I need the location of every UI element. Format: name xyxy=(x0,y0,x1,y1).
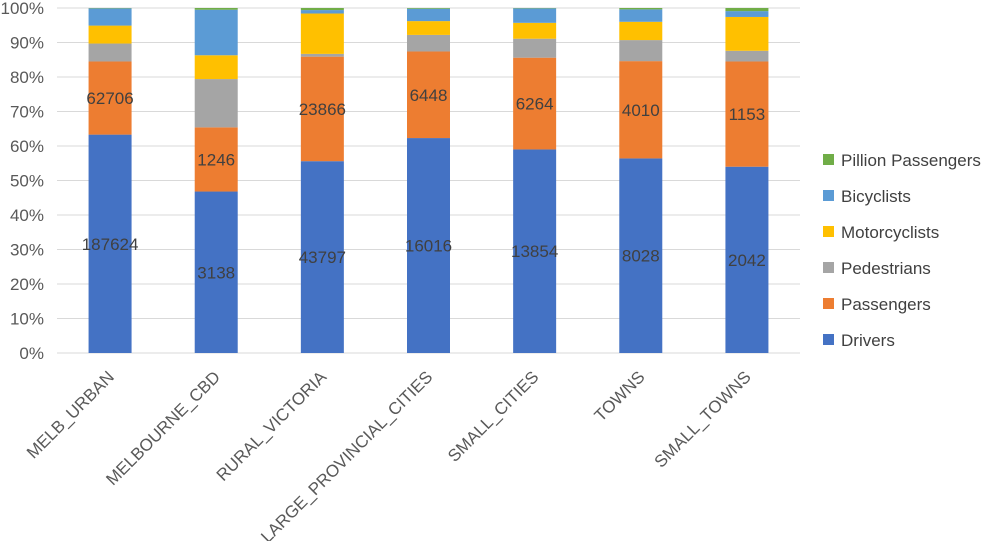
bar-pillion-passengers xyxy=(619,8,663,10)
bar-bicyclists xyxy=(619,9,663,22)
bar-passengers xyxy=(619,61,663,159)
legend-label: Pedestrians xyxy=(841,259,931,278)
bar-motorcyclists xyxy=(407,21,450,35)
data-label: 62706 xyxy=(86,89,133,108)
bar-motorcyclists xyxy=(300,13,344,54)
bar-pillion-passengers xyxy=(725,8,769,12)
bar-passengers xyxy=(513,57,557,150)
bar-motorcyclists xyxy=(619,21,663,41)
legend-item: Pedestrians xyxy=(823,259,931,278)
legend-item: Motorcyclists xyxy=(823,223,939,242)
bar-drivers xyxy=(300,161,344,353)
data-label: 6264 xyxy=(516,95,554,114)
data-label: 4010 xyxy=(622,101,660,120)
legend: Pillion Passengers Bicyclists Motorcyclist… xyxy=(823,151,981,350)
legend-item: Pillion Passengers xyxy=(823,151,981,170)
bar-bicyclists xyxy=(407,8,450,22)
bar-drivers xyxy=(513,149,557,353)
bar-drivers xyxy=(619,158,663,353)
legend-swatch xyxy=(823,226,834,237)
bar-passengers xyxy=(407,51,450,139)
legend-swatch xyxy=(823,154,834,165)
bar-pillion-passengers xyxy=(300,8,344,11)
bar-drivers xyxy=(407,138,450,353)
bar-drivers xyxy=(194,191,238,353)
legend-label: Drivers xyxy=(841,331,895,350)
bar-passengers xyxy=(725,61,769,167)
y-tick-label: 90% xyxy=(10,34,44,53)
bar-pillion-passengers xyxy=(407,8,450,9)
legend-swatch xyxy=(823,190,834,201)
bar-drivers xyxy=(725,166,769,353)
x-tick-label: RURAL_VICTORIA xyxy=(213,367,331,485)
y-axis: 0% 10% 20% 30% 40% 50% 60% 70% 80% 90% 100% xyxy=(1,0,44,363)
bar-pedestrians xyxy=(725,50,769,62)
x-tick-label: SMALL_CITIES xyxy=(444,367,542,465)
x-tick-label: TOWNS xyxy=(591,367,649,425)
legend-label: Passengers xyxy=(841,295,931,314)
data-label: 1153 xyxy=(729,105,766,124)
bar-passengers xyxy=(300,56,344,162)
legend-swatch xyxy=(823,334,834,345)
x-tick-label: MELB_URBAN xyxy=(23,367,118,462)
y-tick-label: 0% xyxy=(19,344,44,363)
bar-motorcyclists xyxy=(88,25,132,44)
bar-drivers xyxy=(88,134,132,353)
bar-pedestrians xyxy=(300,53,344,57)
y-tick-label: 20% xyxy=(10,275,44,294)
data-label: 2042 xyxy=(728,251,766,270)
y-tick-label: 30% xyxy=(10,241,44,260)
data-label: 16016 xyxy=(405,237,452,256)
bar-bicyclists xyxy=(88,8,132,26)
data-label: 6448 xyxy=(410,86,448,105)
data-label: 187624 xyxy=(82,235,139,254)
y-tick-label: 10% xyxy=(10,310,44,329)
legend-label: Pillion Passengers xyxy=(841,151,981,170)
legend-swatch xyxy=(823,262,834,273)
x-tick-label: LARGE_PROVINCIAL_CITIES xyxy=(257,367,436,541)
bar-pedestrians xyxy=(407,34,450,52)
y-tick-label: 80% xyxy=(10,68,44,87)
bar-bicyclists xyxy=(513,8,557,23)
data-label: 1246 xyxy=(197,150,235,169)
bar-bicyclists xyxy=(725,11,769,17)
y-tick-label: 100% xyxy=(1,0,44,18)
data-labels: 187624 62706 3138 1246 43797 23866 16016 6448 13… xyxy=(82,86,766,283)
data-label: 3138 xyxy=(197,263,235,282)
y-tick-label: 60% xyxy=(10,137,44,156)
bar-passengers xyxy=(88,61,132,135)
bar-pedestrians xyxy=(513,38,557,58)
bar-motorcyclists xyxy=(725,16,769,51)
data-label: 13854 xyxy=(511,242,558,261)
legend-swatch xyxy=(823,298,834,309)
data-label: 23866 xyxy=(299,100,346,119)
bar-bicyclists xyxy=(194,9,238,56)
legend-label: Bicyclists xyxy=(841,187,911,206)
bar-passengers xyxy=(194,127,238,192)
bar-pedestrians xyxy=(619,40,663,62)
data-label: 43797 xyxy=(299,248,346,267)
bar-pedestrians xyxy=(194,79,238,128)
x-tick-label: SMALL_TOWNS xyxy=(651,367,755,471)
y-tick-label: 70% xyxy=(10,103,44,122)
bars xyxy=(88,8,769,353)
legend-label: Motorcyclists xyxy=(841,223,939,242)
bar-motorcyclists xyxy=(513,22,557,39)
legend-item: Bicyclists xyxy=(823,187,911,206)
y-tick-label: 50% xyxy=(10,172,44,191)
x-tick-label: MELBOURNE_CBD xyxy=(102,367,224,489)
y-tick-label: 40% xyxy=(10,206,44,225)
x-axis: MELB_URBANMELBOURNE_CBDRURAL_VICTORIALAR… xyxy=(23,367,755,541)
bar-bicyclists xyxy=(300,10,344,14)
legend-item: Passengers xyxy=(823,295,931,314)
bar-pillion-passengers xyxy=(194,8,238,10)
data-label: 8028 xyxy=(622,247,660,266)
bar-motorcyclists xyxy=(194,55,238,80)
legend-item: Drivers xyxy=(823,331,895,350)
bar-pedestrians xyxy=(88,43,132,62)
